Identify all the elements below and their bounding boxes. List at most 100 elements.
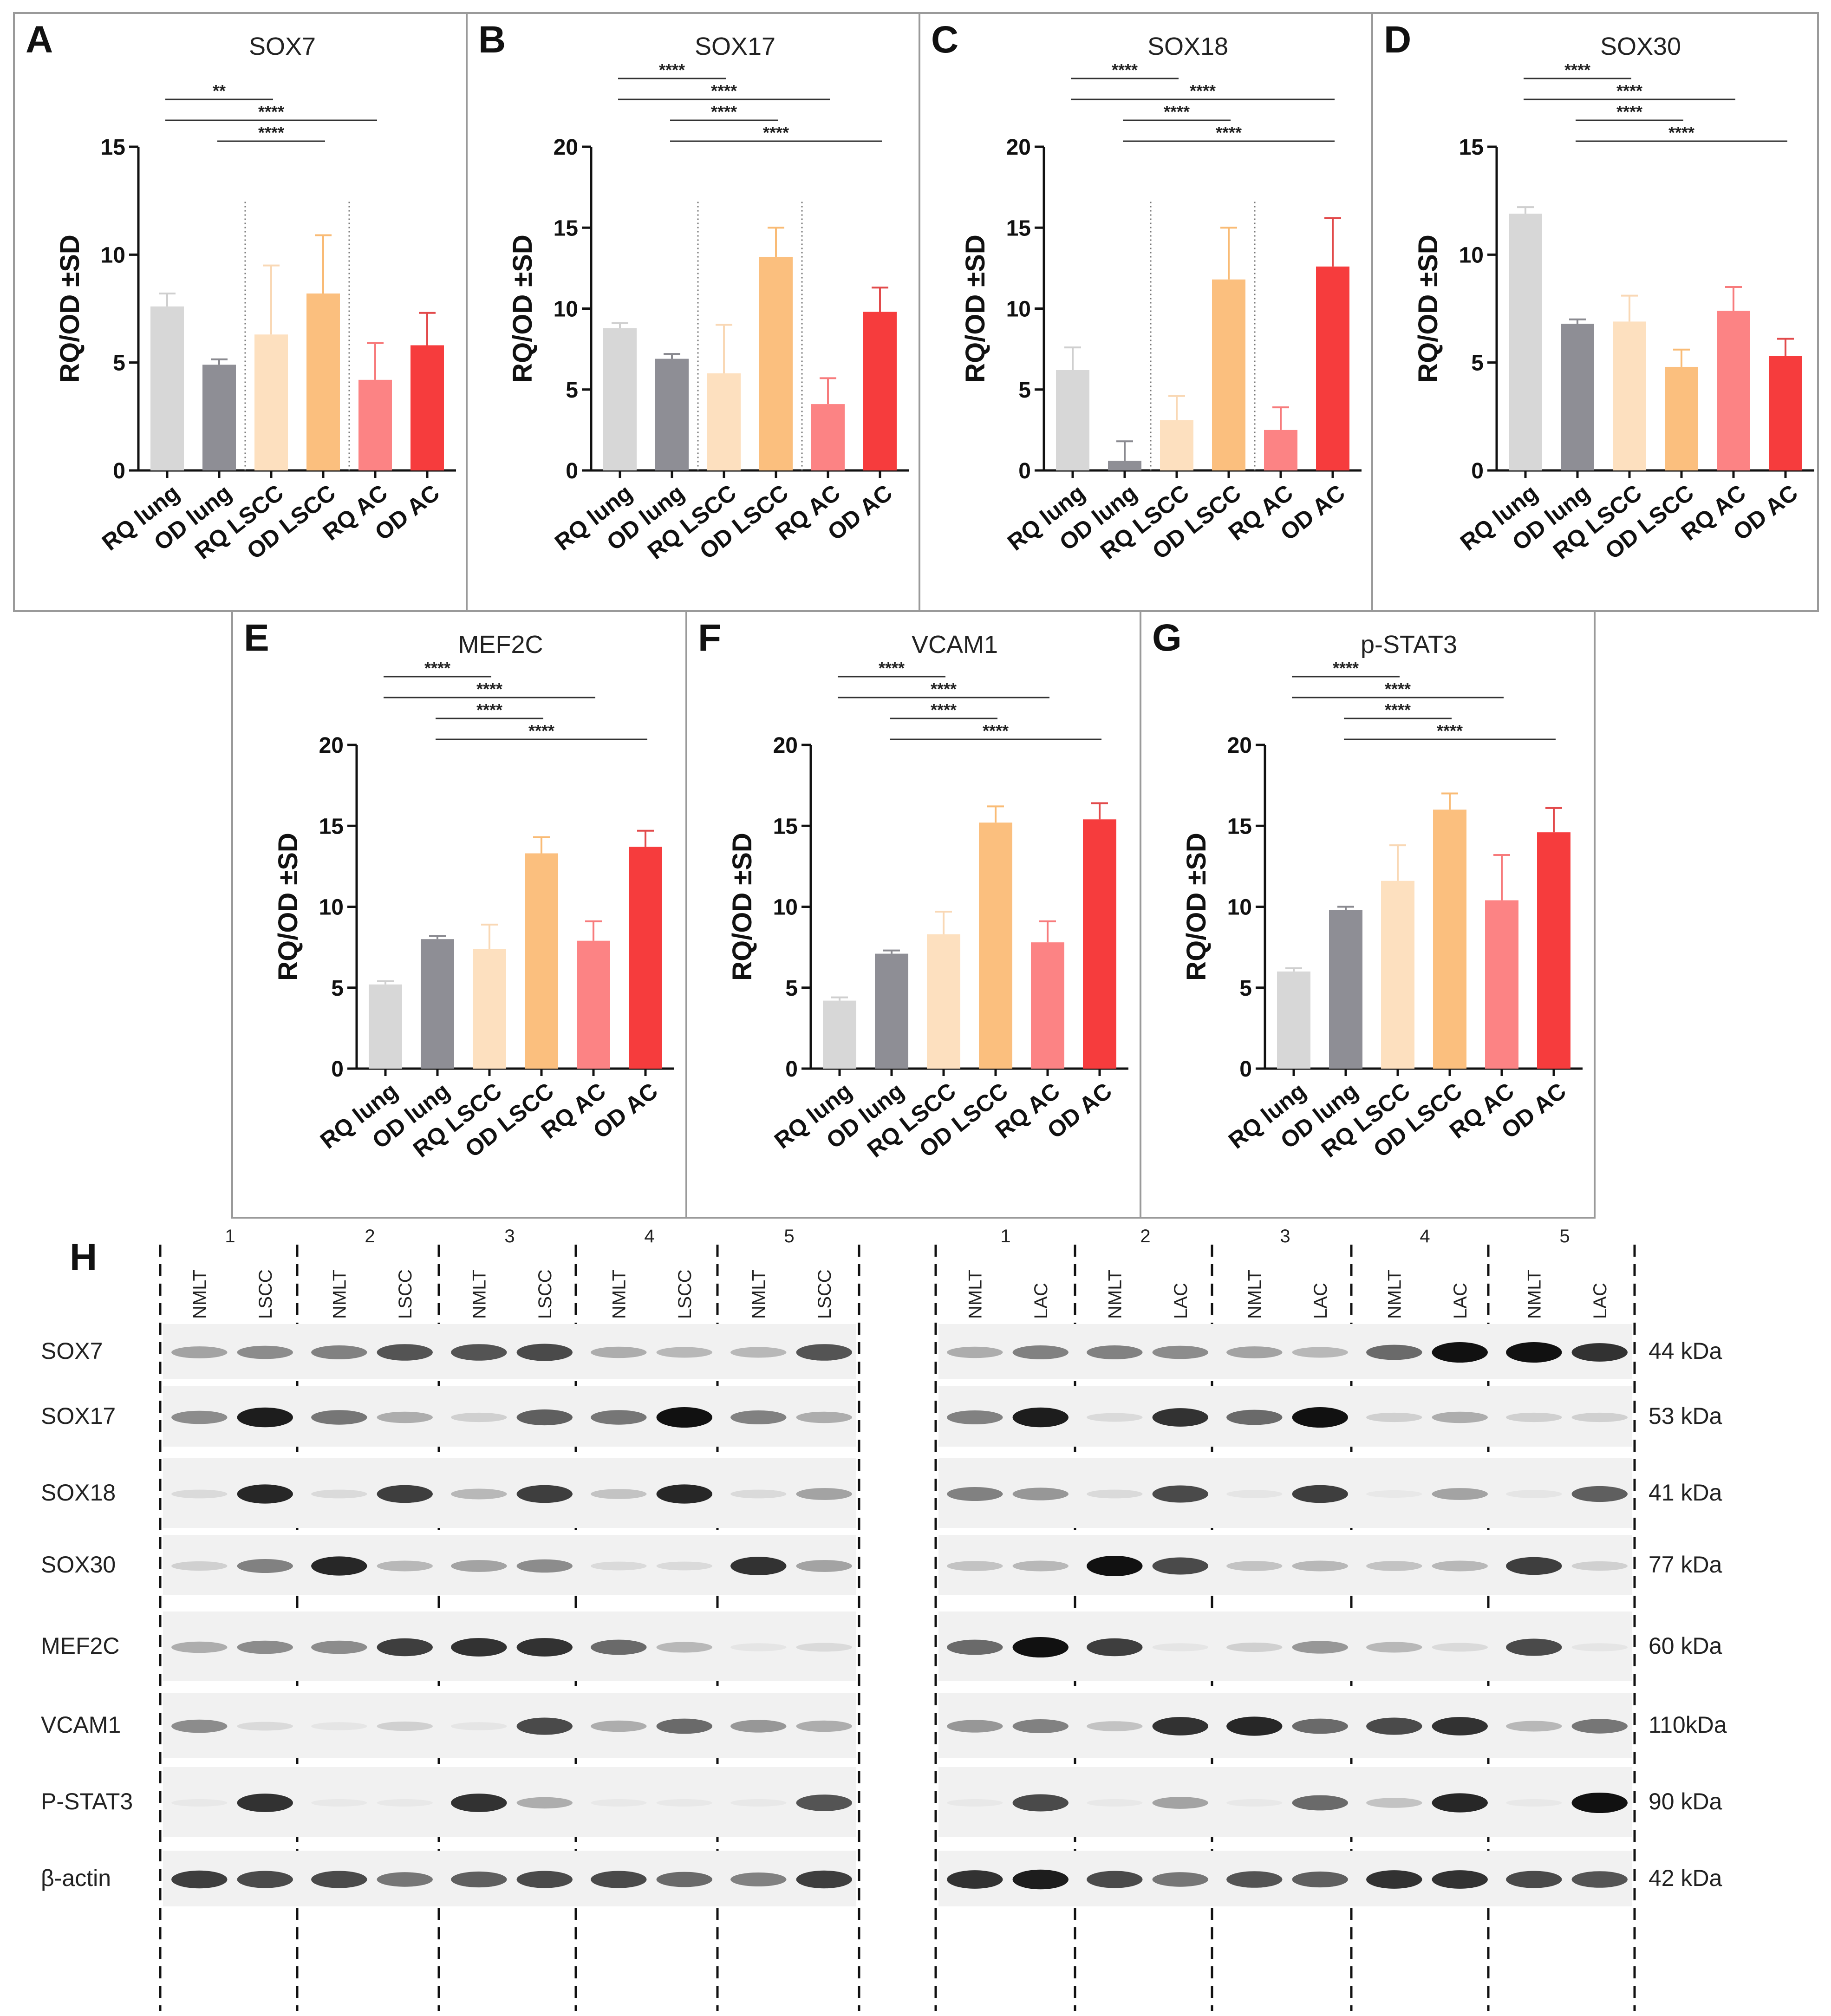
protein-band	[947, 1487, 1003, 1501]
bar-rq-lung	[1509, 214, 1542, 471]
protein-band	[730, 1489, 787, 1499]
bar-rq-lscc	[707, 373, 741, 470]
protein-band	[1366, 1870, 1422, 1889]
bar-od-lung	[1561, 324, 1594, 470]
protein-band	[1226, 1871, 1283, 1888]
kda-label: 90 kDa	[1649, 1788, 1722, 1814]
significance-label: ****	[476, 700, 502, 719]
bar-rq-lung	[1277, 971, 1310, 1069]
y-tick-label: 5	[113, 351, 125, 376]
y-tick-label: 15	[1227, 814, 1252, 839]
y-tick-label: 5	[785, 976, 798, 1001]
protein-band	[516, 1485, 573, 1503]
y-tick-label: 5	[566, 378, 578, 403]
protein-band	[237, 1794, 293, 1812]
protein-band	[1571, 1412, 1628, 1422]
protein-band	[1226, 1642, 1283, 1652]
protein-band	[237, 1407, 293, 1428]
bar-rq-ac	[358, 379, 392, 470]
significance-label: ****	[1216, 123, 1242, 142]
protein-band	[311, 1871, 367, 1888]
protein-band	[377, 1485, 433, 1503]
y-tick-label: 10	[1227, 895, 1252, 920]
patient-number: 4	[644, 1226, 654, 1246]
significance-label: ****	[1385, 679, 1411, 698]
significance-label: ****	[711, 81, 737, 100]
patient-number: 3	[504, 1226, 515, 1246]
protein-label: SOX30	[41, 1552, 116, 1578]
protein-band	[451, 1560, 507, 1572]
protein-band	[311, 1556, 367, 1576]
lane-label: LSCC	[675, 1269, 695, 1319]
bar-rq-lung	[369, 984, 402, 1069]
protein-band	[1152, 1485, 1208, 1503]
protein-band	[730, 1872, 787, 1886]
bar-rq-ac	[1717, 311, 1750, 470]
protein-band	[1506, 1557, 1562, 1575]
lane-label: LAC	[1450, 1283, 1471, 1319]
y-tick-label: 0	[113, 459, 125, 483]
protein-band	[1226, 1490, 1283, 1498]
protein-band	[1571, 1719, 1628, 1734]
protein-band	[591, 1639, 647, 1655]
protein-band	[237, 1871, 293, 1888]
y-tick-label: 20	[1227, 733, 1252, 758]
bar-od-lung	[1329, 910, 1362, 1069]
bar-od-ac	[1316, 266, 1349, 470]
protein-band	[656, 1718, 712, 1734]
chart-title: MEF2C	[458, 631, 543, 659]
patient-number: 5	[1559, 1226, 1570, 1246]
kda-label: 53 kDa	[1649, 1403, 1722, 1429]
protein-band	[1012, 1869, 1069, 1890]
protein-band	[1506, 1412, 1562, 1422]
protein-band	[1571, 1486, 1628, 1502]
chart-title: p-STAT3	[1361, 631, 1457, 659]
protein-band	[656, 1407, 712, 1428]
bar-rq-ac	[1485, 900, 1518, 1069]
y-tick-label: 10	[101, 243, 125, 267]
protein-band	[1012, 1637, 1069, 1657]
protein-band	[311, 1345, 367, 1359]
patient-number: 4	[1420, 1226, 1430, 1246]
protein-band	[237, 1640, 293, 1654]
significance-label: ****	[659, 60, 685, 79]
protein-band	[1087, 1489, 1143, 1499]
lane-label: LAC	[1031, 1283, 1051, 1319]
significance-label: ****	[1385, 700, 1411, 719]
bar-od-lscc	[759, 256, 793, 470]
lane-label: NMLT	[1384, 1270, 1405, 1319]
protein-band	[1366, 1717, 1422, 1735]
protein-band	[377, 1344, 433, 1361]
protein-band	[1012, 1407, 1069, 1428]
western-blot-panel: H SOX7 44 kDa SOX17 53 kDa SOX18 41 kDa SOX30 77…	[41, 1226, 1727, 2011]
protein-band	[516, 1797, 573, 1809]
y-tick-label: 0	[566, 459, 578, 483]
significance-label: ****	[424, 659, 450, 678]
significance-label: ****	[528, 721, 554, 740]
protein-band	[311, 1640, 367, 1654]
protein-band	[947, 1639, 1003, 1655]
protein-band	[237, 1722, 293, 1731]
bar-rq-lung	[823, 1000, 856, 1069]
significance-label: ****	[1112, 60, 1138, 79]
y-tick-label: 0	[1018, 459, 1031, 483]
protein-band	[1571, 1871, 1628, 1888]
protein-band	[1432, 1560, 1488, 1572]
protein-band	[730, 1557, 787, 1575]
protein-band	[1506, 1871, 1562, 1888]
bar-od-lung	[655, 359, 689, 470]
y-tick-label: 20	[1006, 135, 1031, 160]
y-tick-label: 10	[773, 895, 798, 920]
y-tick-label: 20	[773, 733, 798, 758]
lane-label: LAC	[1171, 1283, 1191, 1319]
protein-label: SOX18	[41, 1480, 116, 1506]
protein-band	[1571, 1793, 1628, 1813]
chart-title: SOX18	[1147, 33, 1228, 60]
bar-od-ac	[411, 345, 444, 470]
panel-letter: G	[1152, 617, 1182, 659]
protein-band	[311, 1410, 367, 1425]
